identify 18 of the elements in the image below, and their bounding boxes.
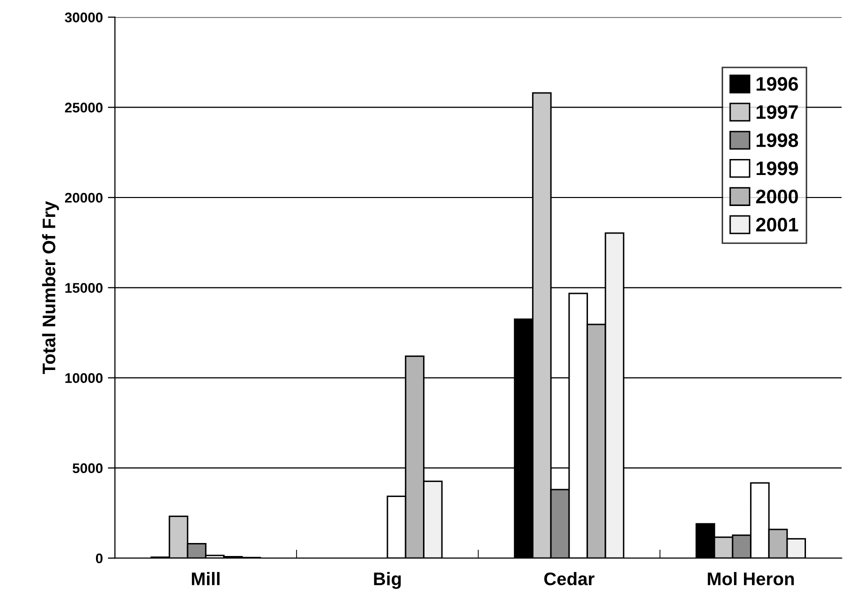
x-tick-label: Cedar — [544, 572, 594, 586]
legend-label: 1998 — [756, 133, 798, 148]
legend-label: 2000 — [756, 190, 798, 204]
y-axis-title: Total Number Of Fry — [42, 201, 59, 374]
y-tick-label: 5000 — [72, 463, 103, 474]
x-tick-label: Mol Heron — [708, 572, 794, 586]
legend-label: 2001 — [756, 218, 798, 232]
y-tick-label: 10000 — [65, 373, 103, 383]
y-tick-label: 15000 — [65, 282, 103, 293]
y-tick-label: 20000 — [64, 192, 103, 203]
x-tick-label: Mill — [192, 572, 220, 586]
y-tick-label: 25000 — [64, 102, 103, 113]
y-tick-label: 0 — [96, 553, 103, 564]
y-tick-label: 30000 — [64, 12, 103, 22]
legend-label: 1997 — [756, 105, 798, 119]
legend-label: 1999 — [756, 161, 798, 176]
x-tick-label: Big — [374, 572, 401, 589]
legend-label: 1996 — [756, 77, 798, 91]
